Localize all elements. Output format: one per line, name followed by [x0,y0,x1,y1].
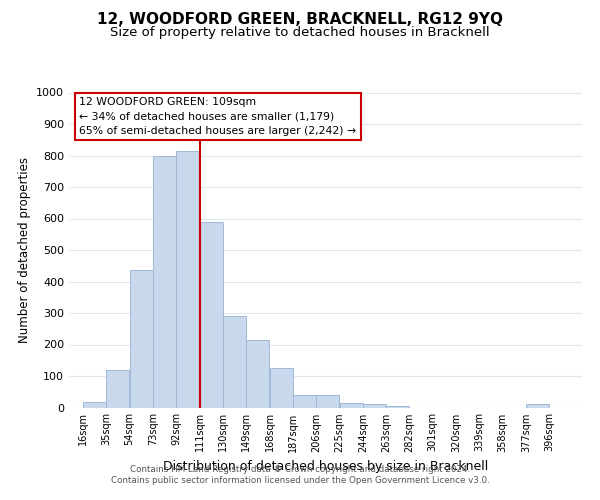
Bar [386,406,409,407]
Bar [270,368,293,408]
Bar [200,222,223,408]
Bar [293,395,316,407]
Bar [223,316,246,408]
Text: Contains HM Land Registry data © Crown copyright and database right 2024.: Contains HM Land Registry data © Crown c… [130,465,470,474]
Text: Contains public sector information licensed under the Open Government Licence v3: Contains public sector information licen… [110,476,490,485]
Bar [363,404,386,407]
Bar [153,156,176,408]
Text: Size of property relative to detached houses in Bracknell: Size of property relative to detached ho… [110,26,490,39]
X-axis label: Distribution of detached houses by size in Bracknell: Distribution of detached houses by size … [163,460,488,473]
Text: 12 WOODFORD GREEN: 109sqm
← 34% of detached houses are smaller (1,179)
65% of se: 12 WOODFORD GREEN: 109sqm ← 34% of detac… [79,97,356,136]
Bar [176,151,199,407]
Bar [83,402,106,407]
Y-axis label: Number of detached properties: Number of detached properties [17,157,31,343]
Bar [247,340,269,407]
Bar [316,395,340,407]
Bar [130,270,153,407]
Bar [526,404,549,407]
Bar [106,370,130,408]
Text: 12, WOODFORD GREEN, BRACKNELL, RG12 9YQ: 12, WOODFORD GREEN, BRACKNELL, RG12 9YQ [97,12,503,28]
Bar [340,403,362,407]
